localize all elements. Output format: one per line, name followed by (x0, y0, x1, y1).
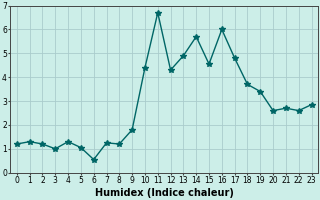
X-axis label: Humidex (Indice chaleur): Humidex (Indice chaleur) (95, 188, 234, 198)
